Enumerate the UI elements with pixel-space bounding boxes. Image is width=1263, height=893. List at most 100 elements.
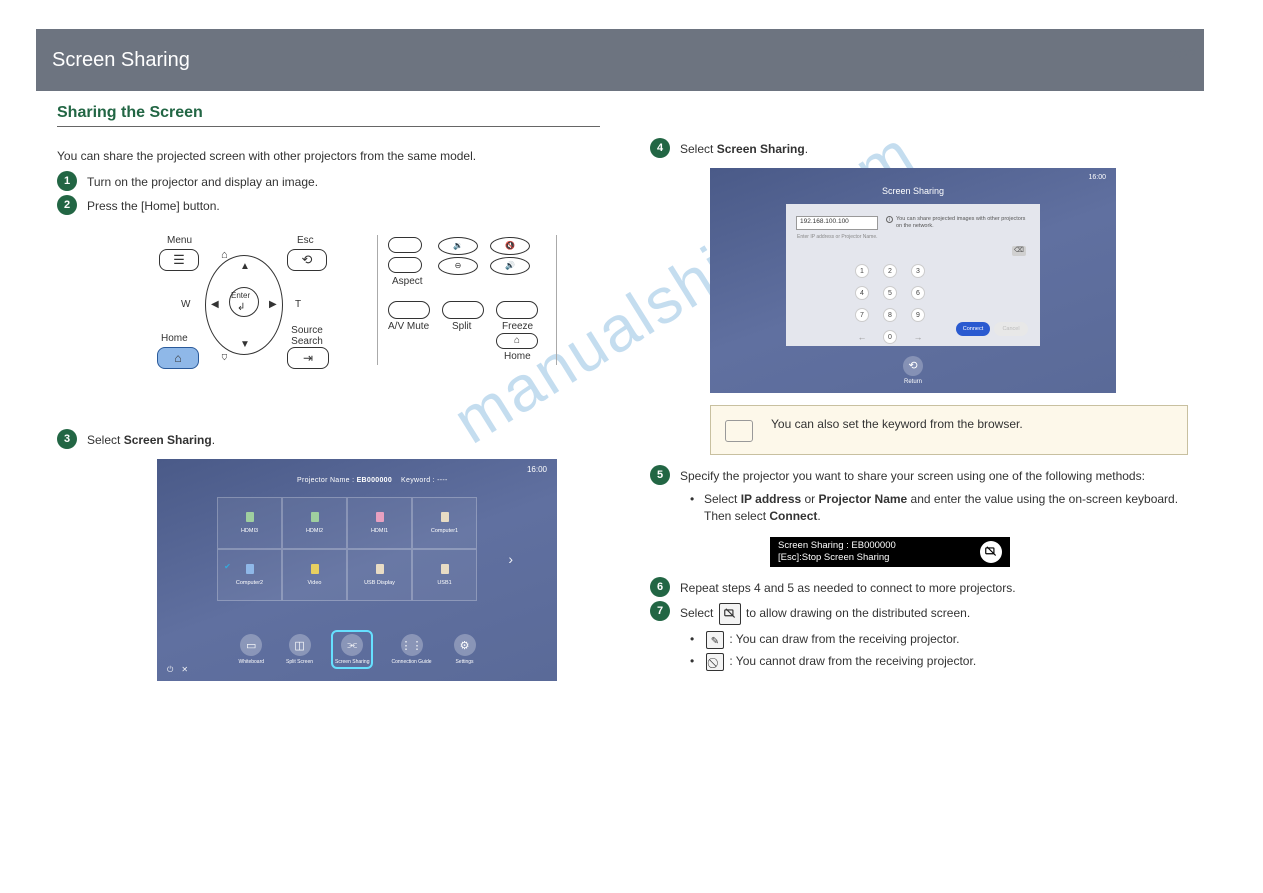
freeze-button[interactable] — [496, 301, 538, 319]
w-label: W — [181, 299, 190, 310]
bullet-on: ✎ : You can draw from the receiving proj… — [704, 631, 1190, 649]
step-2-text: Press the [Home] button. — [87, 199, 220, 213]
key-left[interactable]: ← — [855, 330, 869, 344]
dpad-down-icon[interactable]: ▼ — [240, 339, 250, 350]
hs-source-computer1[interactable]: Computer1 — [412, 497, 477, 549]
key-3[interactable]: 3 — [911, 264, 925, 278]
hs-source-hdmi3[interactable]: HDMI3 — [217, 497, 282, 549]
hs-source-usb1[interactable]: USB1 — [412, 549, 477, 601]
dpad-up-icon[interactable]: ▲ — [240, 261, 250, 272]
page-number: 202 — [1169, 47, 1196, 65]
key-7[interactable]: 7 — [855, 308, 869, 322]
step-4c: . — [805, 142, 808, 156]
key-right[interactable]: → — [911, 330, 925, 344]
step-3b: Screen Sharing — [124, 433, 212, 447]
hs-source-hdmi2[interactable]: HDMI2 — [282, 497, 347, 549]
home-label: Home — [161, 333, 188, 344]
hs-arrow-right-icon[interactable]: › — [508, 551, 513, 567]
connect-button[interactable]: Connect — [956, 322, 990, 336]
step-7-num: 7 — [650, 601, 670, 621]
dpad-left-icon[interactable]: ◀ — [211, 299, 219, 310]
keystone-down-icon: ⌂ — [221, 351, 228, 363]
key-9[interactable]: 9 — [911, 308, 925, 322]
step-6-text: Repeat steps 4 and 5 as needed to connec… — [680, 581, 1016, 595]
step-7b: to allow drawing on the distributed scre… — [746, 606, 970, 620]
esc-label: Esc — [297, 235, 314, 246]
hs-screensharing[interactable]: ⫘Screen Sharing — [331, 630, 373, 669]
hs-source-hdmi1[interactable]: HDMI1 — [347, 497, 412, 549]
key-0[interactable]: 0 — [883, 330, 897, 344]
hs-splitscreen[interactable]: ◫Split Screen — [286, 634, 313, 665]
menu-button[interactable]: ☰ — [159, 249, 199, 271]
r2-minus-button[interactable]: ⊖ — [438, 257, 478, 275]
page-title: Screen Sharing — [52, 49, 190, 72]
status-bar: Screen Sharing : EB000000 [Esc]:Stop Scr… — [770, 537, 1010, 567]
step-3c: . — [212, 433, 215, 447]
step-4a: Select — [680, 142, 717, 156]
ss-hint: Enter IP address or Projector Name. — [797, 234, 878, 240]
cancel-button[interactable]: Cancel — [994, 322, 1028, 336]
key-4[interactable]: 4 — [855, 286, 869, 300]
dpad-right-icon[interactable]: ▶ — [269, 299, 277, 310]
draw-off-icon: ⃠ — [706, 653, 724, 671]
enter-label: Enter — [231, 291, 250, 300]
ss-panel: 192.168.100.100 i You can share projecte… — [786, 204, 1040, 346]
step-5: 5 Specify the projector you want to shar… — [680, 467, 1190, 485]
key-6[interactable]: 6 — [911, 286, 925, 300]
status-line1: Screen Sharing : EB000000 — [778, 540, 896, 551]
r2-vol-down-button[interactable]: 🔉 — [438, 237, 478, 255]
hs-source-usbdisplay[interactable]: USB Display — [347, 549, 412, 601]
step-3a: Select — [87, 433, 124, 447]
ss-time: 16:00 — [1088, 174, 1106, 181]
step-1-num: 1 — [57, 171, 77, 191]
hs-source-computer2[interactable]: ✔Computer2 — [217, 549, 282, 601]
step-6: 6 Repeat steps 4 and 5 as needed to conn… — [680, 579, 1190, 597]
keystone-up-icon: ⌂ — [221, 249, 228, 261]
r2-home-button[interactable]: ⌂ — [496, 333, 538, 349]
section-heading: Sharing the Screen — [57, 104, 607, 122]
ss-info-text: i You can share projected images with ot… — [886, 216, 1026, 229]
split-label: Split — [452, 321, 471, 332]
hs-projname-value: EB000000 — [357, 477, 392, 484]
key-1[interactable]: 1 — [855, 264, 869, 278]
ss-return[interactable]: ⟲ Return — [710, 356, 1116, 385]
home-button[interactable]: ⌂ — [157, 347, 199, 369]
freeze-label: Freeze — [502, 321, 533, 332]
key-2[interactable]: 2 — [883, 264, 897, 278]
r2-btn-a[interactable] — [388, 237, 422, 253]
status-screenshare-icon — [980, 541, 1002, 563]
remote-2-diagram: 🔉 🔇 ⊖ 🔊 Aspect A/V Mute Split Freeze ⌂ H… — [377, 235, 557, 365]
ss-backspace[interactable]: ⌫ — [1012, 246, 1026, 256]
intro-text: You can share the projected screen with … — [57, 148, 607, 165]
step-6-num: 6 — [650, 577, 670, 597]
power-icon[interactable]: ⏻ — [167, 665, 173, 675]
step-5a: Specify the projector you want to share … — [680, 469, 1145, 483]
esc-button[interactable]: ⟲ — [287, 249, 327, 271]
hs-corner-icons: ⏻ ✕ — [167, 665, 188, 675]
r2-mute-button[interactable]: 🔇 — [490, 237, 530, 255]
hs-settings[interactable]: ⚙Settings — [454, 634, 476, 665]
close-icon[interactable]: ✕ — [181, 665, 188, 675]
note-icon — [725, 420, 753, 442]
hs-whiteboard[interactable]: ▭Whiteboard — [238, 634, 264, 665]
source-search-button[interactable]: ⇥ — [287, 347, 329, 369]
hs-connectionguide[interactable]: ⋮⋮Connection Guide — [391, 634, 431, 665]
hs-source-video[interactable]: Video — [282, 549, 347, 601]
hs-source-grid: HDMI3 HDMI2 HDMI1 Computer1 ✔Computer2 V… — [217, 497, 477, 601]
step-3-num: 3 — [57, 429, 77, 449]
key-5[interactable]: 5 — [883, 286, 897, 300]
step-7: 7 Select to allow drawing on the distrib… — [680, 603, 1190, 625]
remote-1-diagram: Menu ☰ Esc ⟲ Enter ↲ ▲ ▼ ◀ ▶ ⌂ ⌂ W T Hom… — [157, 235, 337, 395]
source-search-label: Source Search — [289, 325, 325, 347]
left-column: Sharing the Screen You can share the pro… — [57, 104, 607, 681]
note-box: You can also set the keyword from the br… — [710, 405, 1188, 455]
step-1: 1 Turn on the projector and display an i… — [87, 173, 607, 191]
r2-btn-b[interactable] — [388, 257, 422, 273]
step-7a: Select — [680, 606, 717, 620]
avmute-button[interactable] — [388, 301, 430, 319]
split-button[interactable] — [442, 301, 484, 319]
r2-vol-up-button[interactable]: 🔊 — [490, 257, 530, 275]
right-column: 4 Select Screen Sharing. 16:00 Screen Sh… — [650, 104, 1190, 675]
key-8[interactable]: 8 — [883, 308, 897, 322]
ss-ip-input[interactable]: 192.168.100.100 — [796, 216, 878, 230]
